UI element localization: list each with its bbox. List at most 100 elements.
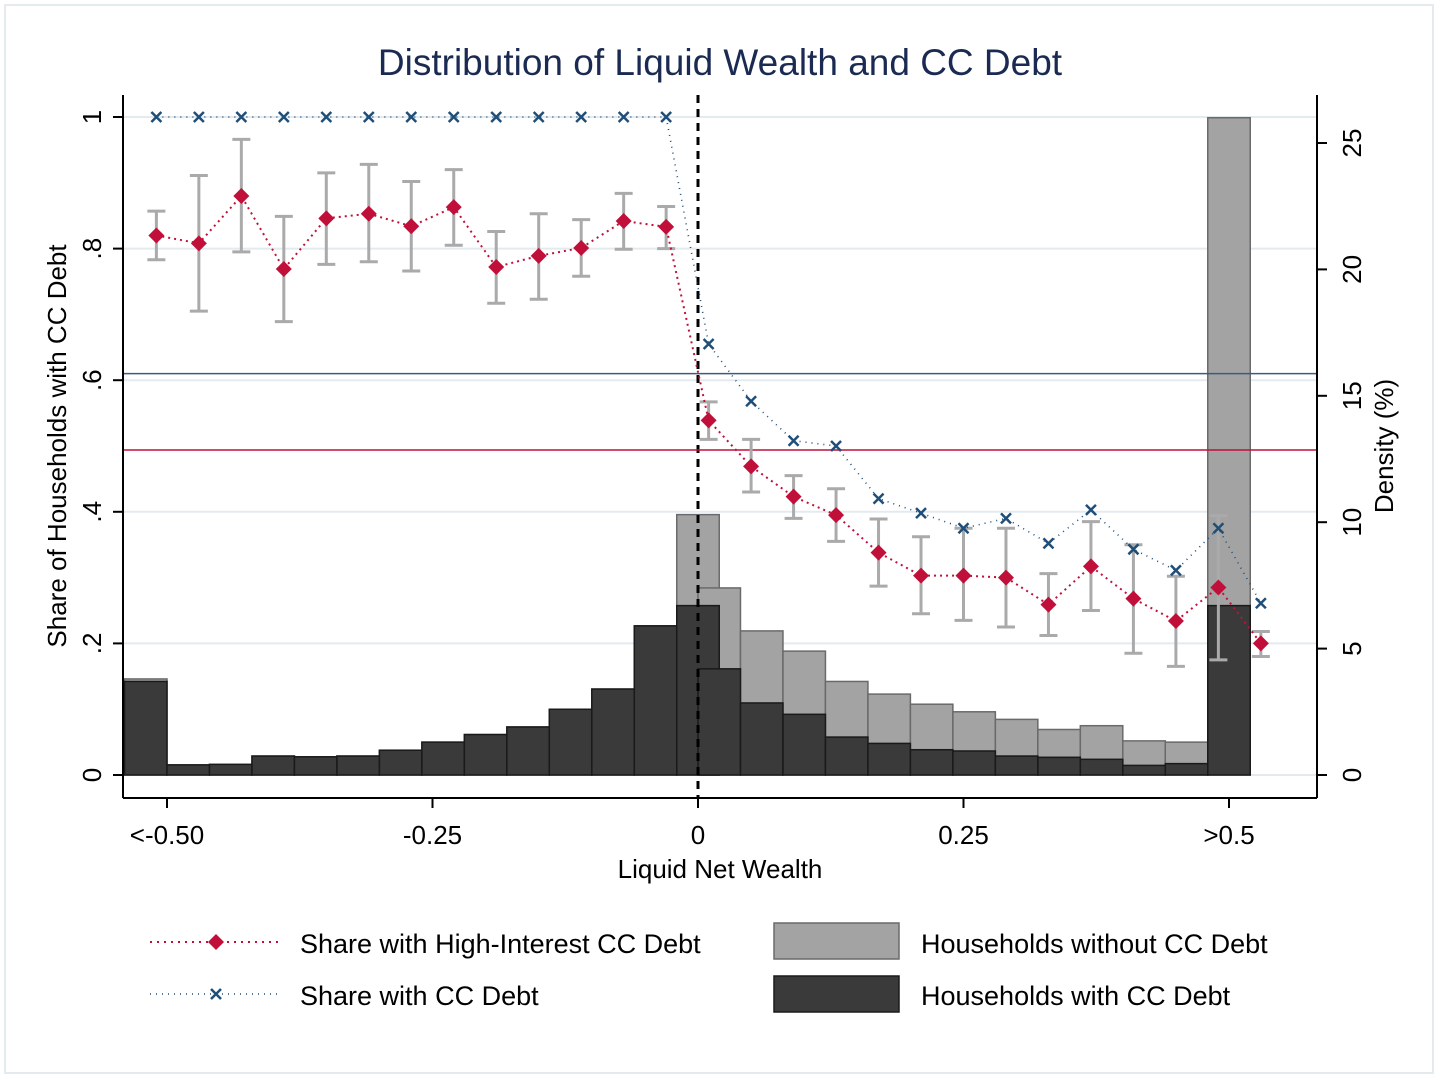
legend-label-without: Households without CC Debt [921, 929, 1268, 959]
chart-title: Distribution of Liquid Wealth and CC Deb… [378, 42, 1063, 83]
y-left-tick-label: .8 [77, 238, 107, 260]
point-share-with-cc-debt [532, 111, 545, 123]
point-share-with-cc-debt [1212, 522, 1225, 535]
point-share-with-cc-debt [830, 440, 842, 452]
point-share-high-interest [743, 458, 760, 475]
point-share-with-cc-debt [1170, 564, 1182, 577]
point-share-with-cc-debt [1042, 537, 1055, 550]
bar-with-cc-debt [123, 680, 168, 776]
point-share-high-interest [233, 187, 250, 204]
point-share-with-cc-debt [787, 434, 800, 447]
point-share-high-interest [360, 205, 377, 222]
point-share-with-cc-debt [745, 395, 757, 408]
point-share-high-interest [828, 507, 845, 524]
bar-with-cc-debt [378, 749, 423, 776]
bar-with-cc-debt [824, 736, 869, 776]
point-share-with-cc-debt [617, 111, 630, 123]
x-tick-label: 0.25 [938, 820, 989, 850]
point-share-high-interest [530, 247, 547, 264]
legend-item-high-interest: Share with High-Interest CC Debt [150, 929, 701, 959]
point-share-high-interest [403, 218, 420, 235]
y-right-tick-label: 20 [1337, 255, 1367, 284]
point-share-high-interest [997, 569, 1014, 586]
point-share-high-interest [1167, 613, 1184, 630]
legend-box-without [773, 922, 900, 960]
point-share-high-interest [700, 412, 717, 429]
series-lines [156, 116, 1262, 645]
y-right-tick-label: 5 [1337, 641, 1367, 655]
bar-with-cc-debt [782, 713, 827, 776]
point-share-high-interest [615, 212, 632, 229]
point-share-with-cc-debt [150, 111, 163, 123]
point-share-high-interest [573, 239, 590, 256]
y-axis-label-right: Density (%) [1369, 379, 1399, 513]
bar-with-cc-debt [633, 625, 678, 776]
bar-with-cc-debt [1079, 758, 1124, 776]
point-share-high-interest [488, 259, 505, 276]
point-share-high-interest [658, 218, 675, 235]
point-share-high-interest [1252, 635, 1269, 652]
point-share-with-cc-debt [490, 111, 503, 123]
legend-label-cc-debt: Share with CC Debt [300, 981, 539, 1011]
point-share-with-cc-debt [872, 492, 885, 505]
x-tick-label: 0 [691, 820, 705, 850]
point-share-with-cc-debt [1127, 543, 1140, 556]
point-share-high-interest [955, 567, 972, 584]
bar-with-cc-debt [909, 748, 954, 776]
point-share-with-cc-debt [405, 111, 418, 123]
point-share-with-cc-debt [235, 111, 248, 123]
bar-with-cc-debt [739, 702, 784, 776]
point-share-high-interest [1210, 579, 1227, 596]
legend-label-with: Households with CC Debt [921, 981, 1231, 1011]
y-right-tick-label: 25 [1337, 129, 1367, 158]
y-left-tick-label: 0 [77, 768, 107, 782]
point-share-with-cc-debt [1085, 503, 1097, 516]
legend-item-cc-debt: Share with CC Debt [150, 981, 539, 1011]
point-share-high-interest [318, 210, 335, 227]
legend-item-without: Households without CC Debt [773, 922, 1268, 960]
bar-with-cc-debt [548, 708, 593, 776]
y-right-tick-label: 15 [1337, 381, 1367, 410]
bar-with-cc-debt [994, 755, 1039, 776]
line-share-high-interest [156, 194, 1262, 645]
bar-with-cc-debt [1164, 762, 1209, 776]
legend: Share with High-Interest CC Debt Share w… [150, 922, 1268, 1013]
point-share-high-interest [275, 260, 292, 277]
reference-lines [123, 95, 1317, 798]
bar-with-cc-debt [1122, 764, 1167, 776]
point-share-with-cc-debt [447, 111, 460, 123]
bar-with-cc-debt [1207, 604, 1251, 776]
bar-with-cc-debt [166, 764, 211, 776]
x-tick-label: -0.25 [403, 820, 462, 850]
point-share-with-cc-debt [1254, 597, 1267, 610]
bar-with-cc-debt [421, 741, 466, 776]
point-share-with-cc-debt [915, 507, 927, 519]
legend-item-with: Households with CC Debt [773, 975, 1231, 1013]
point-share-with-cc-debt [575, 111, 588, 123]
bar-with-cc-debt [1037, 756, 1082, 776]
point-share-high-interest [1040, 596, 1057, 613]
point-share-high-interest [1125, 590, 1142, 607]
point-share-with-cc-debt [320, 111, 333, 123]
confidence-intervals [147, 137, 1270, 668]
point-share-high-interest [148, 227, 165, 244]
point-share-high-interest [445, 199, 462, 216]
y-left-tick-label: .4 [77, 501, 107, 523]
point-share-with-cc-debt [702, 338, 715, 350]
point-share-high-interest [913, 567, 930, 584]
bar-with-cc-debt [867, 742, 912, 776]
y-left-tick-label: 1 [77, 110, 107, 124]
y-right-tick-label: 10 [1337, 508, 1367, 537]
legend-label-high-interest: Share with High-Interest CC Debt [300, 929, 701, 959]
bar-with-cc-debt [697, 668, 742, 776]
legend-x-marker [210, 988, 222, 1000]
point-share-high-interest [785, 488, 802, 505]
bar-with-cc-debt [463, 733, 508, 776]
point-share-with-cc-debt [1000, 512, 1012, 525]
figure-border [4, 4, 1434, 1074]
axes [113, 95, 1327, 808]
y-right-tick-label: 0 [1337, 768, 1367, 782]
point-share-high-interest [1082, 558, 1099, 575]
